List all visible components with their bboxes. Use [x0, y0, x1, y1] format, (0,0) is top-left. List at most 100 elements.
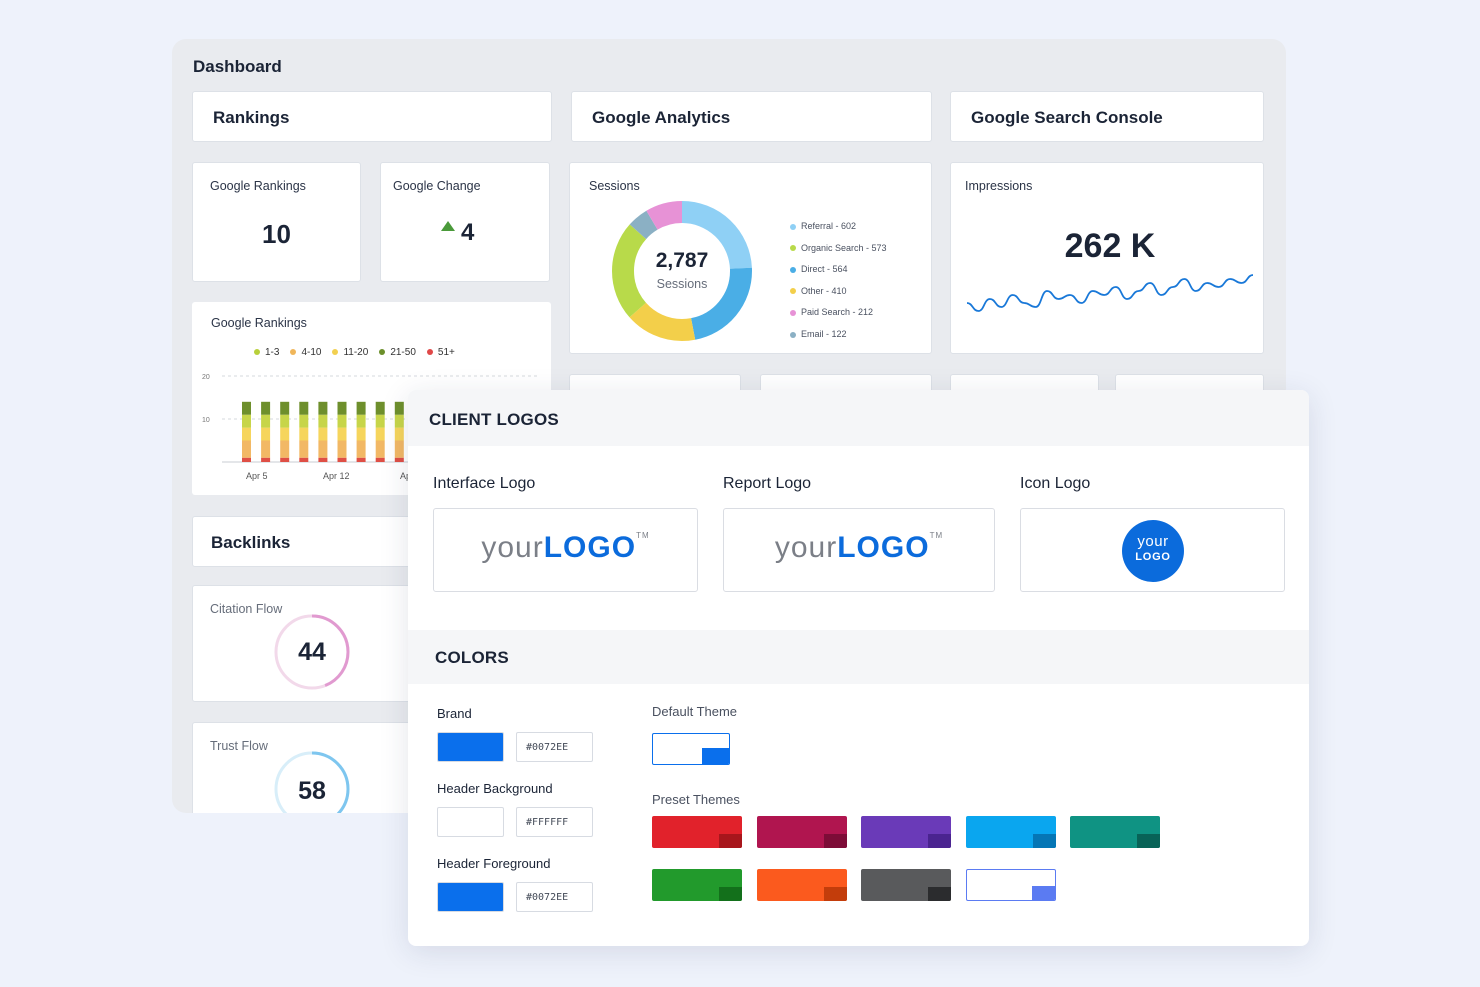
bar-segment: [280, 401, 290, 415]
preset-theme-swatch[interactable]: [965, 816, 1056, 848]
bar-segment: [299, 414, 309, 428]
bar-segment: [318, 414, 328, 428]
bar-segment: [299, 401, 309, 415]
sessions-donut-chart: [612, 201, 752, 341]
logo-trademark: TM: [636, 531, 650, 540]
sessions-total-label: Sessions: [656, 277, 708, 291]
preset-theme-swatch[interactable]: [652, 816, 742, 848]
donut-slice: [612, 201, 752, 341]
legend-text: Referral - 602: [801, 221, 857, 231]
default-theme-label: Default Theme: [652, 704, 738, 719]
legend-text: Other - 410: [801, 285, 847, 296]
sessions-legend: Referral - 602 Organic Search - 573 Direct…: [790, 221, 887, 351]
interface-logo-label: Interface Logo: [433, 475, 536, 492]
citation-flow-label: Citation Flow: [210, 602, 283, 616]
bar-segment: [280, 440, 290, 458]
google-rankings-value: 10: [262, 219, 291, 249]
theme-accent-tab: [702, 748, 729, 764]
legend-text: 51+: [437, 347, 455, 358]
legend-item: 11-20: [332, 347, 368, 358]
legend-item: Other - 410: [790, 286, 887, 308]
x-tick-label: Apr 12: [323, 471, 350, 481]
bar-segment: [375, 440, 385, 458]
default-theme-swatch[interactable]: [652, 733, 730, 765]
preset-theme-swatch[interactable]: [756, 869, 847, 901]
bar-segment: [318, 440, 328, 458]
bar-segment: [242, 457, 251, 462]
bar-segment: [261, 457, 271, 462]
legend-dot: [790, 223, 796, 230]
report-logo-upload[interactable]: yourLOGOTM: [723, 508, 995, 592]
preset-theme-swatch[interactable]: [861, 816, 951, 848]
logo-text-logo: LOGO: [543, 531, 637, 564]
bar-segment: [375, 414, 385, 428]
bar-segment: [242, 440, 251, 458]
preset-theme-swatch[interactable]: [652, 869, 742, 901]
analytics-header[interactable]: Google Analytics: [571, 91, 932, 142]
bar-segment: [242, 427, 251, 441]
legend-dot: [790, 288, 796, 295]
bar-segment: [356, 457, 366, 462]
rankings-header[interactable]: Rankings: [192, 91, 552, 142]
bar-segment: [394, 440, 404, 458]
theme-accent-tab: [823, 834, 847, 848]
legend-text: Organic Search - 573: [801, 242, 887, 253]
preset-theme-swatch[interactable]: [1070, 816, 1160, 848]
preset-theme-swatch[interactable]: [861, 869, 951, 901]
header-background-swatch[interactable]: [437, 807, 504, 837]
theme-accent-tab: [1032, 834, 1056, 848]
rankings-legend: 1-3 4-10 11-20 21-50 51+: [254, 347, 466, 358]
bar-segment: [337, 457, 347, 462]
bar-segment: [299, 427, 309, 441]
logo-trademark: TM: [929, 531, 944, 540]
icon-logo-text-your: your: [1137, 533, 1169, 550]
y-tick-label: 10: [202, 417, 210, 424]
branding-settings-panel: CLIENT LOGOS Interface Logo yourLOGOTM R…: [408, 390, 1309, 946]
bar-segment: [280, 414, 290, 428]
bar-segment: [261, 440, 271, 458]
legend-item: Organic Search - 573: [790, 243, 887, 265]
trust-flow-label: Trust Flow: [210, 739, 268, 753]
rankings-chart-label: Google Rankings: [211, 316, 307, 330]
google-change-card[interactable]: Google Change 4: [380, 162, 550, 282]
report-logo-image: yourLOGOTM: [724, 531, 994, 565]
bar-segment: [261, 427, 271, 441]
bar-segment: [337, 440, 347, 458]
legend-text: Direct - 564: [801, 264, 848, 275]
impressions-sparkline: [966, 274, 1254, 312]
donut-slice: [612, 201, 752, 341]
bar-segment: [337, 427, 347, 441]
client-logos-band: [408, 390, 1309, 446]
donut-slice: [612, 201, 752, 341]
analytics-title: Google Analytics: [592, 108, 731, 127]
theme-accent-tab: [823, 887, 847, 901]
colors-heading: COLORS: [435, 648, 509, 667]
legend-dot: [379, 349, 386, 356]
interface-logo-upload[interactable]: yourLOGOTM: [433, 508, 698, 592]
sessions-total: 2,787: [655, 249, 709, 272]
preset-themes-label: Preset Themes: [652, 792, 740, 807]
search-console-header[interactable]: Google Search Console: [950, 91, 1264, 142]
google-rankings-card[interactable]: Google Rankings 10: [192, 162, 361, 282]
header-background-hex-input[interactable]: #FFFFFF: [516, 807, 593, 837]
impressions-card[interactable]: Impressions 262 K: [950, 162, 1264, 354]
impressions-value: 262 K: [1064, 227, 1156, 265]
legend-text: 21-50: [390, 347, 416, 358]
bar-segment: [356, 427, 366, 441]
icon-logo-upload[interactable]: your LOGO: [1020, 508, 1285, 592]
donut-slice: [612, 201, 752, 341]
legend-item: Referral - 602: [790, 221, 887, 243]
bar-segment: [375, 401, 385, 415]
preset-theme-swatch[interactable]: [965, 869, 1056, 901]
search-console-title: Google Search Console: [971, 108, 1163, 127]
icon-logo-image: your LOGO: [1122, 520, 1184, 582]
header-foreground-swatch[interactable]: [437, 882, 504, 912]
brand-color-hex-input[interactable]: #0072EE: [516, 732, 593, 762]
legend-text: Email - 122: [801, 328, 847, 339]
preset-theme-swatch[interactable]: [756, 816, 847, 848]
brand-color-swatch[interactable]: [437, 732, 504, 762]
header-foreground-hex-input[interactable]: #0072EE: [516, 882, 593, 912]
theme-accent-tab: [928, 834, 951, 848]
legend-item: 51+: [426, 347, 455, 358]
sessions-card[interactable]: Sessions 2,787 Sessions Referral - 602 Or…: [569, 162, 932, 354]
